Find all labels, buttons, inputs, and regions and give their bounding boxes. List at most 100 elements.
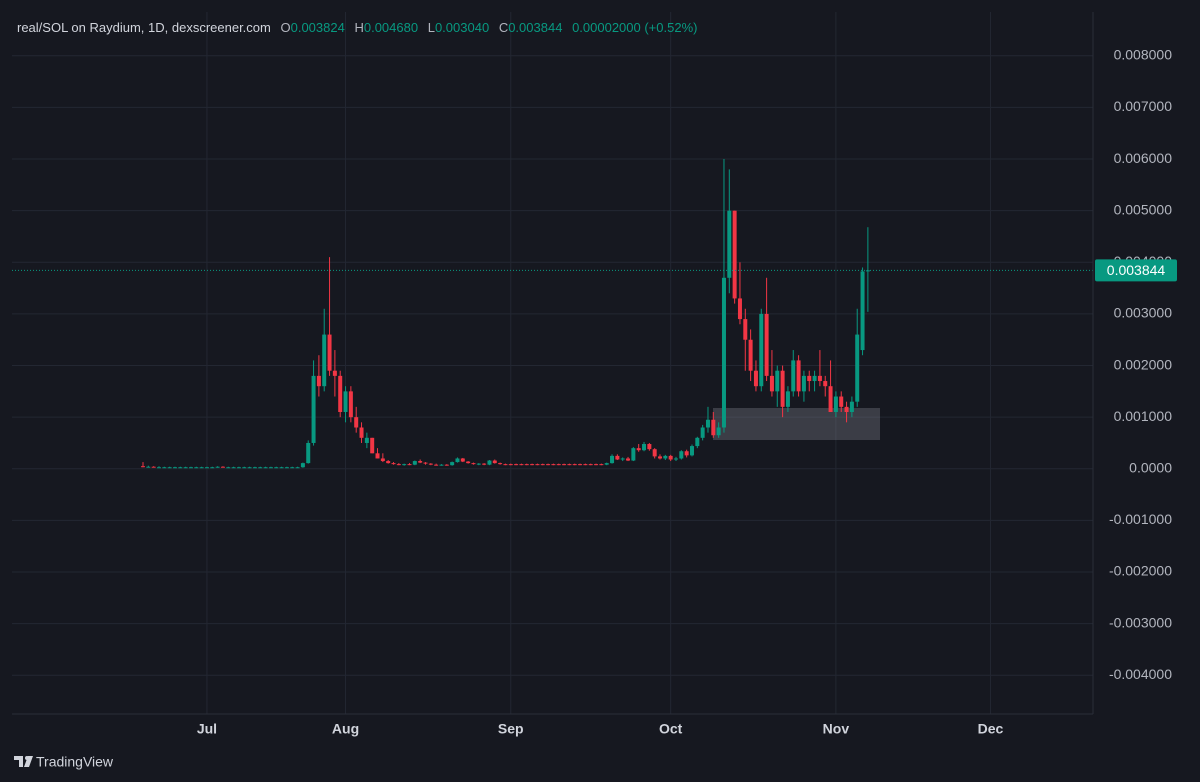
candle-body bbox=[546, 464, 551, 466]
last-price-box bbox=[1095, 259, 1177, 282]
candle-body bbox=[156, 467, 161, 469]
change: 0.00002000 (+0.52%) bbox=[572, 20, 697, 35]
candle-body bbox=[801, 375, 806, 392]
close-value: 0.003844 bbox=[508, 20, 562, 35]
high-key: H bbox=[354, 20, 363, 35]
candle-body bbox=[226, 467, 231, 469]
candle-body bbox=[572, 464, 577, 466]
candle-body bbox=[188, 467, 193, 469]
candle-body bbox=[295, 467, 300, 469]
x-tick-label: Oct bbox=[659, 721, 683, 737]
candle-body bbox=[316, 375, 321, 387]
candle-body bbox=[215, 466, 220, 468]
candle-body bbox=[412, 461, 417, 465]
logo-text: TradingView bbox=[36, 754, 114, 770]
y-tick-label: 0.006000 bbox=[1114, 150, 1173, 166]
candle-body bbox=[279, 467, 284, 469]
candle-body bbox=[578, 464, 583, 466]
candle-body bbox=[141, 466, 145, 468]
candle-body bbox=[407, 464, 412, 466]
candle-body bbox=[231, 467, 236, 469]
candle-body bbox=[769, 375, 774, 392]
candle-body bbox=[594, 464, 599, 466]
candle-body bbox=[540, 464, 545, 466]
symbol: real/SOL on Raydium, 1D, dexscreener.com bbox=[17, 20, 271, 35]
candle-body bbox=[562, 464, 567, 466]
candle-body bbox=[865, 270, 870, 272]
candle-body bbox=[172, 467, 177, 469]
y-tick-label: 0.0000 bbox=[1129, 459, 1172, 475]
logo-dot bbox=[25, 756, 29, 760]
candle-body bbox=[450, 462, 455, 466]
y-tick-label: -0.001000 bbox=[1109, 511, 1172, 527]
candle-body bbox=[844, 406, 849, 413]
candle-body bbox=[322, 334, 327, 387]
candle-body bbox=[466, 461, 471, 464]
candle-body bbox=[535, 464, 540, 466]
y-tick-label: -0.004000 bbox=[1109, 666, 1172, 682]
candle-body bbox=[567, 464, 572, 466]
y-tick-label: 0.001000 bbox=[1114, 408, 1173, 424]
candle-body bbox=[716, 427, 721, 436]
candle-body bbox=[439, 464, 444, 466]
candle-body bbox=[487, 460, 492, 465]
candle-body bbox=[210, 467, 215, 469]
candle-body bbox=[839, 396, 844, 407]
candle-body bbox=[785, 391, 790, 407]
candle-body bbox=[647, 444, 652, 450]
candle-body bbox=[455, 458, 460, 463]
candle-body bbox=[311, 375, 316, 443]
candle-body bbox=[807, 375, 812, 382]
candle-body bbox=[348, 391, 353, 418]
candle-body bbox=[492, 460, 497, 464]
x-tick-label: Nov bbox=[823, 721, 850, 737]
candle-body bbox=[236, 467, 241, 469]
y-tick-label: 0.007000 bbox=[1114, 98, 1173, 114]
candle-body bbox=[626, 458, 631, 461]
candle-body bbox=[817, 375, 822, 382]
candle-body bbox=[796, 360, 801, 392]
candle-body bbox=[354, 417, 359, 428]
candle-body bbox=[444, 464, 449, 466]
candle-body bbox=[620, 458, 625, 460]
candle-body bbox=[503, 464, 508, 466]
x-tick-label: Aug bbox=[332, 721, 359, 737]
candle-body bbox=[482, 463, 487, 465]
candle-body bbox=[753, 370, 758, 387]
candle-body bbox=[514, 464, 519, 466]
highlight-zone bbox=[713, 408, 880, 440]
candle-body bbox=[636, 448, 641, 451]
candle-body bbox=[689, 446, 694, 456]
candle-body bbox=[199, 467, 204, 469]
candle-body bbox=[402, 464, 407, 466]
candle-body bbox=[711, 419, 716, 436]
y-tick-label: 0.008000 bbox=[1114, 47, 1173, 63]
candle-body bbox=[604, 463, 609, 465]
candle-body bbox=[252, 467, 257, 469]
candle-body bbox=[759, 313, 764, 387]
candle-body bbox=[674, 458, 678, 460]
candle-body bbox=[530, 464, 535, 466]
candle-body bbox=[258, 467, 263, 469]
candle-body bbox=[380, 458, 385, 462]
candle-body bbox=[599, 464, 604, 466]
candle-body bbox=[551, 464, 556, 466]
candle-body bbox=[791, 360, 796, 392]
grid bbox=[12, 12, 1093, 714]
x-tick-label: Sep bbox=[498, 721, 524, 737]
low-value: 0.003040 bbox=[435, 20, 489, 35]
high-value: 0.004680 bbox=[364, 20, 418, 35]
low-key: L bbox=[428, 20, 435, 35]
candle-body bbox=[396, 464, 401, 466]
candle-body bbox=[364, 437, 369, 443]
candle-body bbox=[764, 313, 769, 376]
candle-body bbox=[732, 210, 737, 299]
candle-body bbox=[700, 427, 705, 438]
candle-body bbox=[833, 396, 838, 413]
candle-body bbox=[695, 437, 700, 447]
candle-body bbox=[327, 334, 332, 371]
candle-body bbox=[775, 370, 780, 392]
candle-body bbox=[556, 464, 561, 466]
candle-body bbox=[343, 391, 348, 413]
